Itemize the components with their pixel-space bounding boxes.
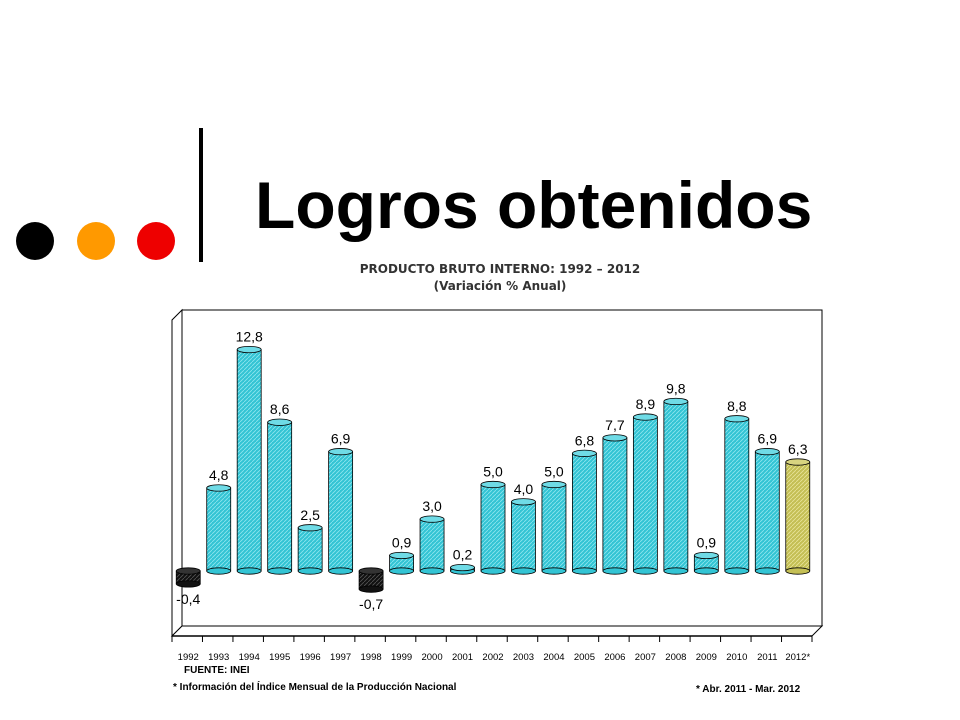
bar-2003 bbox=[511, 498, 536, 575]
data-label: 4,8 bbox=[209, 467, 229, 483]
data-label: 2,5 bbox=[300, 507, 320, 523]
data-label: -0,7 bbox=[359, 596, 383, 612]
data-label: 0,2 bbox=[453, 547, 473, 563]
orange-bullet-icon bbox=[77, 222, 115, 260]
x-tick-label: 1997 bbox=[330, 652, 351, 663]
bar-1997 bbox=[328, 448, 354, 575]
x-tick-label: 2012* bbox=[785, 652, 810, 663]
x-tick-label: 2011 bbox=[757, 652, 777, 663]
x-tick-label: 2002 bbox=[482, 652, 503, 663]
data-label: 0,9 bbox=[697, 534, 717, 550]
data-label: 8,6 bbox=[270, 401, 290, 417]
data-label: 6,9 bbox=[758, 431, 778, 447]
x-tick-label: 2000 bbox=[421, 652, 442, 663]
black-bullet-icon bbox=[16, 222, 54, 260]
title-divider bbox=[199, 128, 203, 262]
x-tick-label: 2009 bbox=[696, 652, 717, 663]
info-note: * Información del Índice Mensual de la P… bbox=[173, 682, 457, 693]
bar-2006 bbox=[602, 434, 628, 575]
data-label: 0,9 bbox=[392, 534, 412, 550]
x-tick-label: 2004 bbox=[543, 652, 564, 663]
x-tick-label: 1998 bbox=[361, 652, 382, 663]
chart-subtitle: (Variación % Anual) bbox=[433, 279, 567, 293]
x-tick-label: 2005 bbox=[574, 652, 595, 663]
bar-2000 bbox=[419, 515, 445, 575]
bar-1994 bbox=[236, 345, 262, 575]
bar-2010 bbox=[724, 415, 750, 575]
data-label: 8,8 bbox=[727, 398, 747, 414]
data-label: 6,8 bbox=[575, 432, 595, 448]
data-label: -0,4 bbox=[176, 591, 200, 607]
bar-2005 bbox=[572, 449, 597, 575]
bar-1995 bbox=[267, 418, 293, 575]
bar-1992 bbox=[175, 567, 201, 588]
bar-1996 bbox=[297, 524, 323, 575]
x-tick-label: 2001 bbox=[452, 652, 473, 663]
x-tick-label: 1994 bbox=[239, 652, 260, 663]
red-bullet-icon bbox=[137, 222, 175, 260]
data-label: 5,0 bbox=[483, 464, 503, 480]
gdp-bar-chart: -0,4 4,8 12,8 8,6 2,5 6,9 -0,7 0,9 3,0 0,2 5,0 4,0 5… bbox=[170, 308, 824, 663]
data-label: 9,8 bbox=[666, 380, 686, 396]
data-label: 3,0 bbox=[422, 498, 442, 514]
chart-floor bbox=[170, 625, 824, 637]
bar-2004 bbox=[541, 480, 567, 575]
bar-1998 bbox=[358, 567, 384, 593]
period-note: * Abr. 2011 - Mar. 2012 bbox=[696, 684, 801, 695]
bar-2008 bbox=[663, 397, 689, 575]
chart-title: PRODUCTO BRUTO INTERNO: 1992 – 2012 bbox=[359, 262, 641, 276]
bar-1993 bbox=[206, 484, 232, 575]
x-tick-label: 2010 bbox=[726, 652, 747, 663]
data-label: 6,9 bbox=[331, 431, 351, 447]
data-label: 8,9 bbox=[636, 396, 656, 412]
x-tick-label: 1993 bbox=[208, 652, 229, 663]
x-tick-label: 2006 bbox=[604, 652, 625, 663]
data-label: 4,0 bbox=[514, 481, 534, 497]
data-label: 5,0 bbox=[544, 464, 564, 480]
x-tick-label: 2003 bbox=[513, 652, 534, 663]
bar-2002 bbox=[480, 480, 506, 575]
bar-2011 bbox=[754, 448, 780, 575]
x-tick-label: 2007 bbox=[635, 652, 656, 663]
data-label: 6,3 bbox=[788, 441, 808, 457]
bar-2007 bbox=[632, 413, 658, 575]
bar-1999 bbox=[389, 551, 414, 575]
x-tick-label: 2008 bbox=[665, 652, 686, 663]
chart-left-wall bbox=[171, 308, 183, 638]
x-tick-label: 1995 bbox=[269, 652, 290, 663]
data-label: 7,7 bbox=[605, 417, 625, 433]
data-label: 12,8 bbox=[236, 329, 263, 345]
x-tick-label: 1999 bbox=[391, 652, 412, 663]
bar-2009 bbox=[693, 551, 719, 575]
slide-title: Logros obtenidos bbox=[255, 168, 813, 242]
bar-2001 bbox=[450, 563, 475, 575]
x-tick-label: 1992 bbox=[178, 652, 199, 663]
bar-2012 bbox=[785, 458, 811, 575]
x-tick-label: 1996 bbox=[300, 652, 321, 663]
source-note: FUENTE: INEI bbox=[184, 665, 250, 676]
